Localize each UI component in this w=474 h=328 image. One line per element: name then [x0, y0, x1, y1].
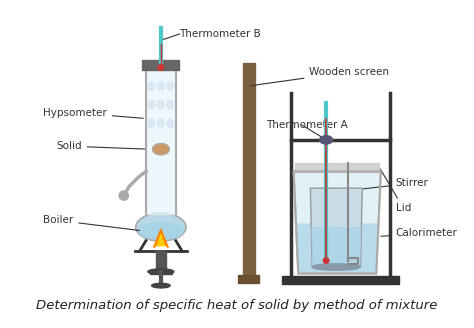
Bar	[295, 163, 379, 172]
Text: Determination of specific heat of solid by method of mixture: Determination of specific heat of solid …	[36, 298, 438, 312]
Ellipse shape	[158, 119, 164, 127]
Text: Stirrer: Stirrer	[356, 178, 428, 190]
Ellipse shape	[312, 264, 360, 270]
Ellipse shape	[153, 144, 169, 155]
Bar	[150, 270, 172, 274]
Bar	[238, 276, 259, 283]
Polygon shape	[293, 172, 381, 274]
Text: Wooden screen: Wooden screen	[251, 67, 390, 86]
Text: Thermometer A: Thermometer A	[266, 120, 347, 130]
Polygon shape	[310, 188, 362, 267]
Ellipse shape	[158, 100, 164, 109]
Circle shape	[158, 65, 164, 70]
Polygon shape	[297, 223, 377, 274]
Ellipse shape	[136, 213, 186, 241]
Ellipse shape	[167, 119, 173, 127]
Ellipse shape	[152, 283, 170, 288]
Bar	[282, 276, 400, 284]
Ellipse shape	[148, 119, 155, 127]
Polygon shape	[311, 227, 361, 267]
Ellipse shape	[167, 82, 173, 90]
Polygon shape	[157, 235, 164, 246]
Ellipse shape	[138, 222, 183, 239]
Bar	[142, 60, 180, 70]
Text: Thermometer B: Thermometer B	[180, 29, 261, 39]
Text: Calorimeter: Calorimeter	[381, 228, 457, 238]
Bar	[146, 69, 176, 214]
Ellipse shape	[148, 269, 174, 275]
Circle shape	[323, 258, 329, 263]
Bar	[243, 63, 255, 279]
Bar	[156, 251, 165, 272]
Ellipse shape	[148, 100, 155, 109]
Text: Hypsometer: Hypsometer	[43, 108, 143, 118]
Text: Boiler: Boiler	[43, 215, 139, 231]
Ellipse shape	[158, 82, 164, 90]
Text: Solid: Solid	[56, 141, 145, 151]
Ellipse shape	[319, 136, 333, 144]
Ellipse shape	[148, 82, 155, 90]
Circle shape	[119, 191, 128, 200]
Polygon shape	[154, 229, 168, 248]
Text: Lid: Lid	[381, 169, 411, 213]
Ellipse shape	[167, 100, 173, 109]
